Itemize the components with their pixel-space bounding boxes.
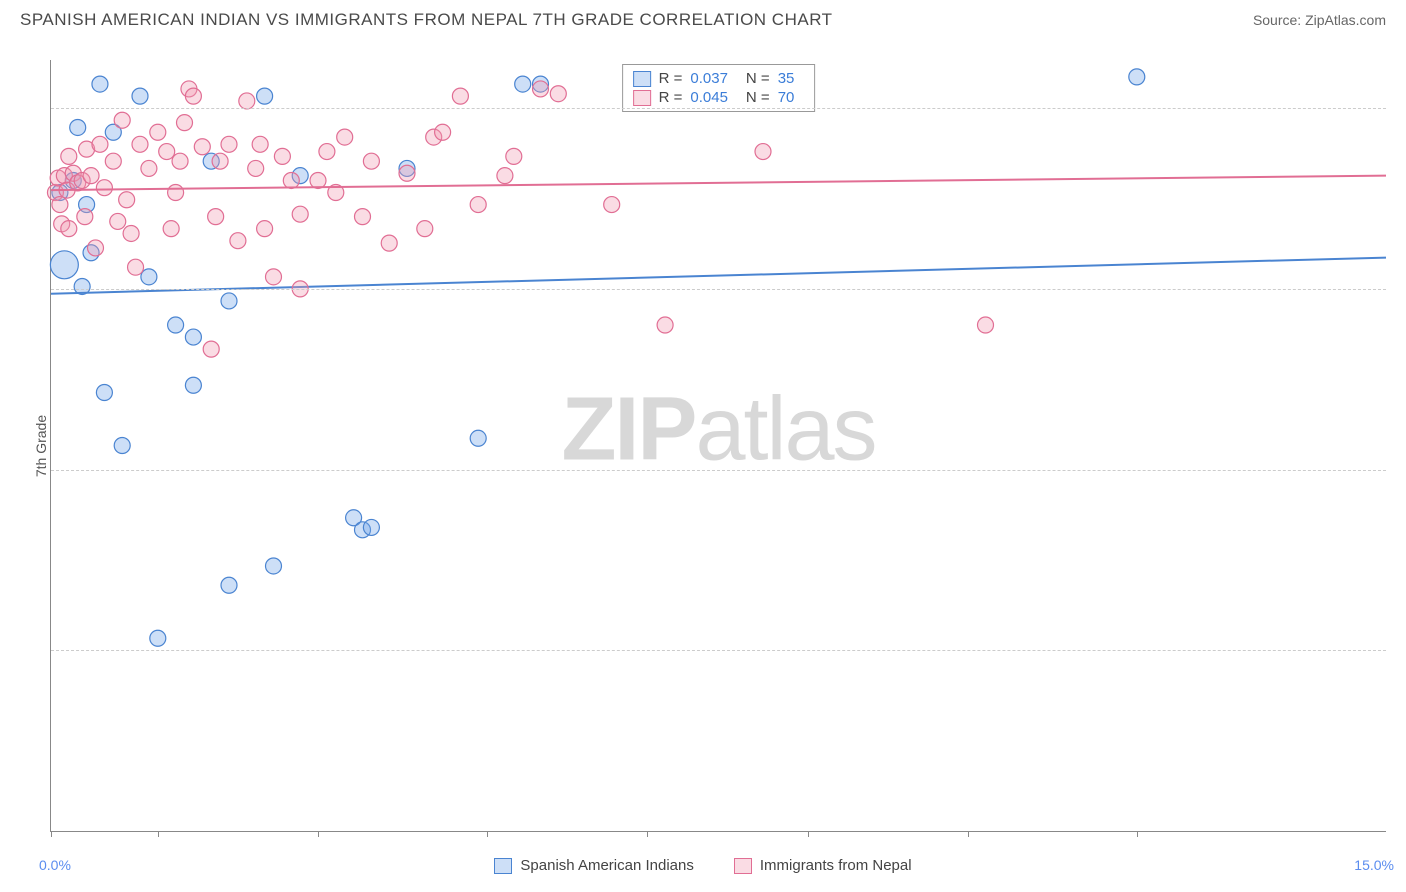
swatch-bottom-2 [734, 858, 752, 874]
y-tick-label: 77.5% [1394, 642, 1406, 658]
scatter-svg [51, 60, 1386, 831]
source-label: Source: ZipAtlas.com [1253, 12, 1386, 28]
n-label: N = [746, 89, 770, 106]
n-value-2: 70 [778, 89, 795, 106]
legend-row-series-1: R = 0.037 N = 35 [633, 69, 805, 88]
y-tick-label: 92.5% [1394, 281, 1406, 297]
legend-row-series-2: R = 0.045 N = 70 [633, 88, 805, 107]
n-value-1: 35 [778, 70, 795, 87]
series-legend: Spanish American Indians Immigrants from… [0, 857, 1406, 874]
legend-item-2: Immigrants from Nepal [734, 857, 912, 874]
legend-item-1: Spanish American Indians [494, 857, 693, 874]
n-label: N = [746, 70, 770, 87]
chart-plot-area: ZIPatlas R = 0.037 N = 35 R = 0.045 N = … [50, 60, 1386, 832]
series-2-name: Immigrants from Nepal [760, 857, 912, 874]
correlation-legend: R = 0.037 N = 35 R = 0.045 N = 70 [622, 64, 816, 112]
r-label: R = [659, 89, 683, 106]
y-tick-label: 100.0% [1394, 100, 1406, 116]
swatch-bottom-1 [494, 858, 512, 874]
series-1-name: Spanish American Indians [520, 857, 693, 874]
r-value-1: 0.037 [690, 70, 728, 87]
y-axis-label: 7th Grade [33, 415, 49, 477]
r-label: R = [659, 70, 683, 87]
r-value-2: 0.045 [690, 89, 728, 106]
y-tick-label: 85.0% [1394, 462, 1406, 478]
swatch-series-1 [633, 71, 651, 87]
swatch-series-2 [633, 90, 651, 106]
chart-title: SPANISH AMERICAN INDIAN VS IMMIGRANTS FR… [20, 10, 833, 30]
